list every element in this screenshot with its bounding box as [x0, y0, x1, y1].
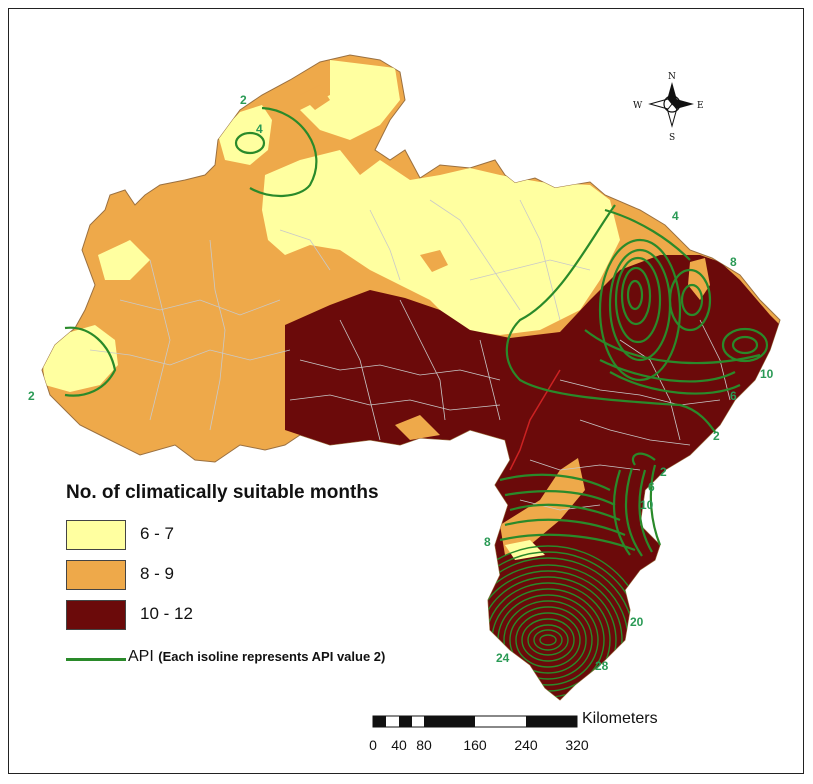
district-boundaries [89, 199, 731, 511]
scale-tick: 320 [565, 737, 589, 753]
legend-title: No. of climatically suitable months [66, 482, 379, 503]
map-frame [8, 8, 804, 774]
legend-label-10-12: 10 - 12 [140, 604, 193, 623]
iso-label: 2 [660, 465, 667, 479]
region-6-7-west [42, 325, 118, 392]
iso-label: 20 [630, 615, 644, 629]
iso-label: 2 [713, 429, 720, 443]
scale-tick: 40 [391, 737, 407, 753]
compass-rose-icon: N S E W [633, 72, 704, 143]
iso-label: 6 [648, 480, 655, 494]
compass-w: W [633, 101, 643, 111]
compass-s: S [669, 133, 675, 143]
scale-bar [372, 715, 578, 728]
iso-label: 2 [28, 389, 35, 403]
scale-tick: 0 [369, 737, 377, 753]
legend-api-line [66, 658, 126, 661]
api-isolines [64, 106, 769, 557]
isoline-labels: 2 4 4 8 10 6 2 2 6 10 8 20 24 28 2 [28, 93, 774, 673]
iso-label: 8 [730, 255, 737, 269]
legend-api-note: (Each isoline represents API value 2) [158, 649, 386, 664]
legend-label-8-9: 8 - 9 [140, 564, 175, 583]
scale-tick: 160 [463, 737, 487, 753]
compass-n: N [668, 72, 676, 82]
iso-label: 10 [760, 367, 774, 381]
iso-label: 24 [496, 651, 510, 665]
region-10-12 [285, 255, 780, 700]
iso-label: 2 [240, 93, 247, 107]
iso-label: 4 [256, 122, 263, 136]
legend-swatch-6-7 [66, 520, 126, 550]
legend-api-label: API (Each isoline represents API value 2… [128, 648, 385, 666]
compass-e: E [697, 101, 704, 111]
region-6-7-north [300, 60, 400, 140]
region-6-7-west-strip [98, 240, 150, 280]
region-6-7-central [262, 150, 620, 335]
iso-label: 10 [640, 498, 654, 512]
iso-label: 28 [595, 659, 609, 673]
legend-swatch-8-9 [66, 560, 126, 590]
scale-tick: 240 [514, 737, 538, 753]
scale-unit-label: Kilometers [582, 710, 658, 727]
legend-swatch-10-12 [66, 600, 126, 630]
iso-label: 4 [672, 209, 679, 223]
iso-label: 8 [484, 535, 491, 549]
legend-label-6-7: 6 - 7 [140, 524, 175, 543]
iso-label: 6 [730, 389, 737, 403]
legend-api-prefix: API [128, 648, 154, 665]
scale-tick: 80 [416, 737, 432, 753]
